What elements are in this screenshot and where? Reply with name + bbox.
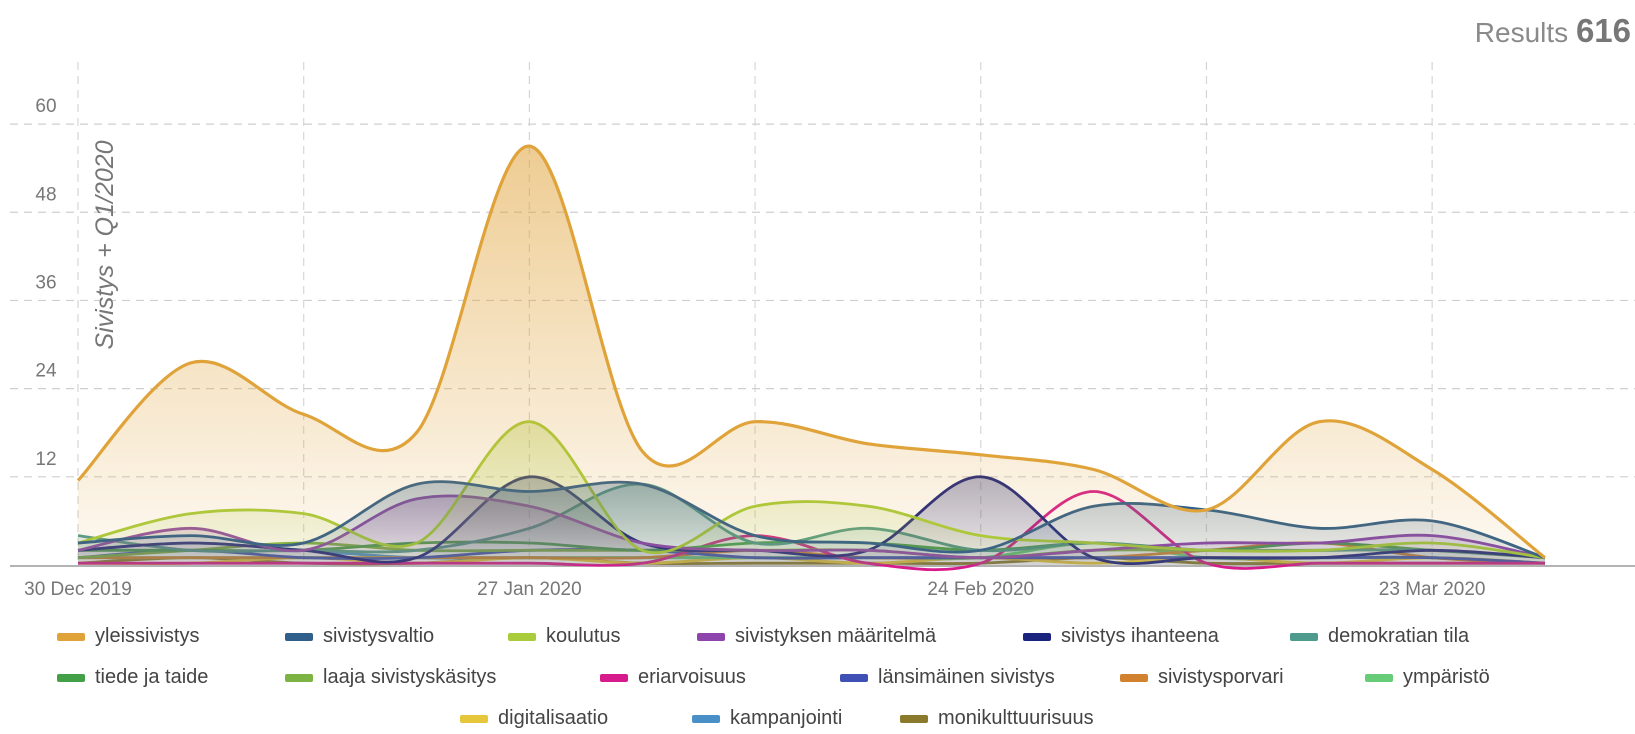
legend-swatch: [692, 715, 720, 723]
y-tick-label: 60: [35, 96, 56, 117]
results-counter: Results 616: [1475, 12, 1631, 50]
legend-item-laaja-sivistyskasitys: laaja sivistyskäsitys: [285, 666, 496, 688]
legend-label: eriarvoisuus: [638, 666, 746, 688]
legend-label: sivistyksen määritelmä: [735, 625, 937, 647]
legend-label: sivistysporvari: [1158, 666, 1284, 688]
legend-swatch: [1365, 674, 1393, 682]
x-tick-label: 23 Mar 2020: [1379, 579, 1486, 600]
legend-swatch: [285, 633, 313, 641]
legend-label: sivistys ihanteena: [1061, 625, 1220, 647]
y-tick-label: 24: [35, 361, 57, 382]
y-axis-label: Sivistys + Q1/2020: [91, 140, 119, 349]
legend-item-sivistysvaltio: sivistysvaltio: [285, 625, 434, 647]
legend-item-tiede-ja-taide: tiede ja taide: [57, 666, 208, 688]
results-count: 616: [1575, 12, 1631, 49]
series-layer: [76, 144, 1546, 572]
legend-item-digitalisaatio: digitalisaatio: [460, 707, 608, 729]
legend-swatch: [57, 674, 85, 682]
legend-item-monikulttuurisuus: monikulttuurisuus: [900, 707, 1094, 729]
legend-swatch: [697, 633, 725, 641]
legend-swatch: [460, 715, 488, 723]
legend-item-lansimainen-sivistys: länsimäinen sivistys: [840, 666, 1055, 688]
legend-label: tiede ja taide: [95, 666, 208, 688]
series-area: [78, 146, 1545, 565]
legend-swatch: [840, 674, 868, 682]
legend-item-eriarvoisuus: eriarvoisuus: [600, 666, 746, 688]
y-tick-label: 12: [35, 449, 56, 470]
x-tick-label: 30 Dec 2019: [24, 579, 132, 600]
y-tick-label: 36: [35, 272, 56, 293]
x-tick-label: 27 Jan 2020: [477, 579, 582, 600]
legend-label: monikulttuurisuus: [938, 707, 1094, 729]
legend-item-sivistysporvari: sivistysporvari: [1120, 666, 1284, 688]
x-tick-label: 24 Feb 2020: [927, 579, 1034, 600]
legend-label: digitalisaatio: [498, 707, 608, 729]
legend-item-sivistyksen-maaritelma: sivistyksen määritelmä: [697, 625, 937, 647]
legend-swatch: [57, 633, 85, 641]
legend-swatch: [1120, 674, 1148, 682]
legend-item-koulutus: koulutus: [508, 625, 621, 647]
legend-swatch: [1023, 633, 1051, 641]
legend-label: laaja sivistyskäsitys: [323, 666, 496, 688]
legend-swatch: [600, 674, 628, 682]
legend-item-ymparisto: ympäristö: [1365, 666, 1490, 688]
legend-label: ympäristö: [1403, 666, 1490, 688]
legend-item-kampanjointi: kampanjointi: [692, 707, 842, 729]
series-yleissivistys: [76, 144, 1546, 565]
legend-swatch: [508, 633, 536, 641]
legend-item-demokratian-tila: demokratian tila: [1290, 625, 1470, 647]
x-axis: 30 Dec 2019 27 Jan 2020 24 Feb 2020 23 Mar …: [24, 579, 1485, 600]
legend-label: demokratian tila: [1328, 625, 1470, 647]
series-line: [76, 144, 1546, 559]
legend-label: yleissivistys: [95, 625, 199, 647]
legend-item-yleissivistys: yleissivistys: [57, 625, 199, 647]
y-tick-label: 48: [35, 184, 56, 205]
legend-label: kampanjointi: [730, 707, 842, 729]
legend: yleissivistys sivistysvaltio koulutus sivis…: [57, 625, 1490, 729]
legend-swatch: [285, 674, 313, 682]
results-label: Results: [1474, 17, 1569, 48]
legend-label: sivistysvaltio: [323, 625, 434, 647]
legend-label: koulutus: [546, 625, 621, 647]
legend-swatch: [900, 715, 928, 723]
y-axis: 12 24 36 48 60: [35, 96, 57, 470]
legend-label: länsimäinen sivistys: [878, 666, 1055, 688]
legend-swatch: [1290, 633, 1318, 641]
legend-item-sivistys-ihanteena: sivistys ihanteena: [1023, 625, 1220, 647]
